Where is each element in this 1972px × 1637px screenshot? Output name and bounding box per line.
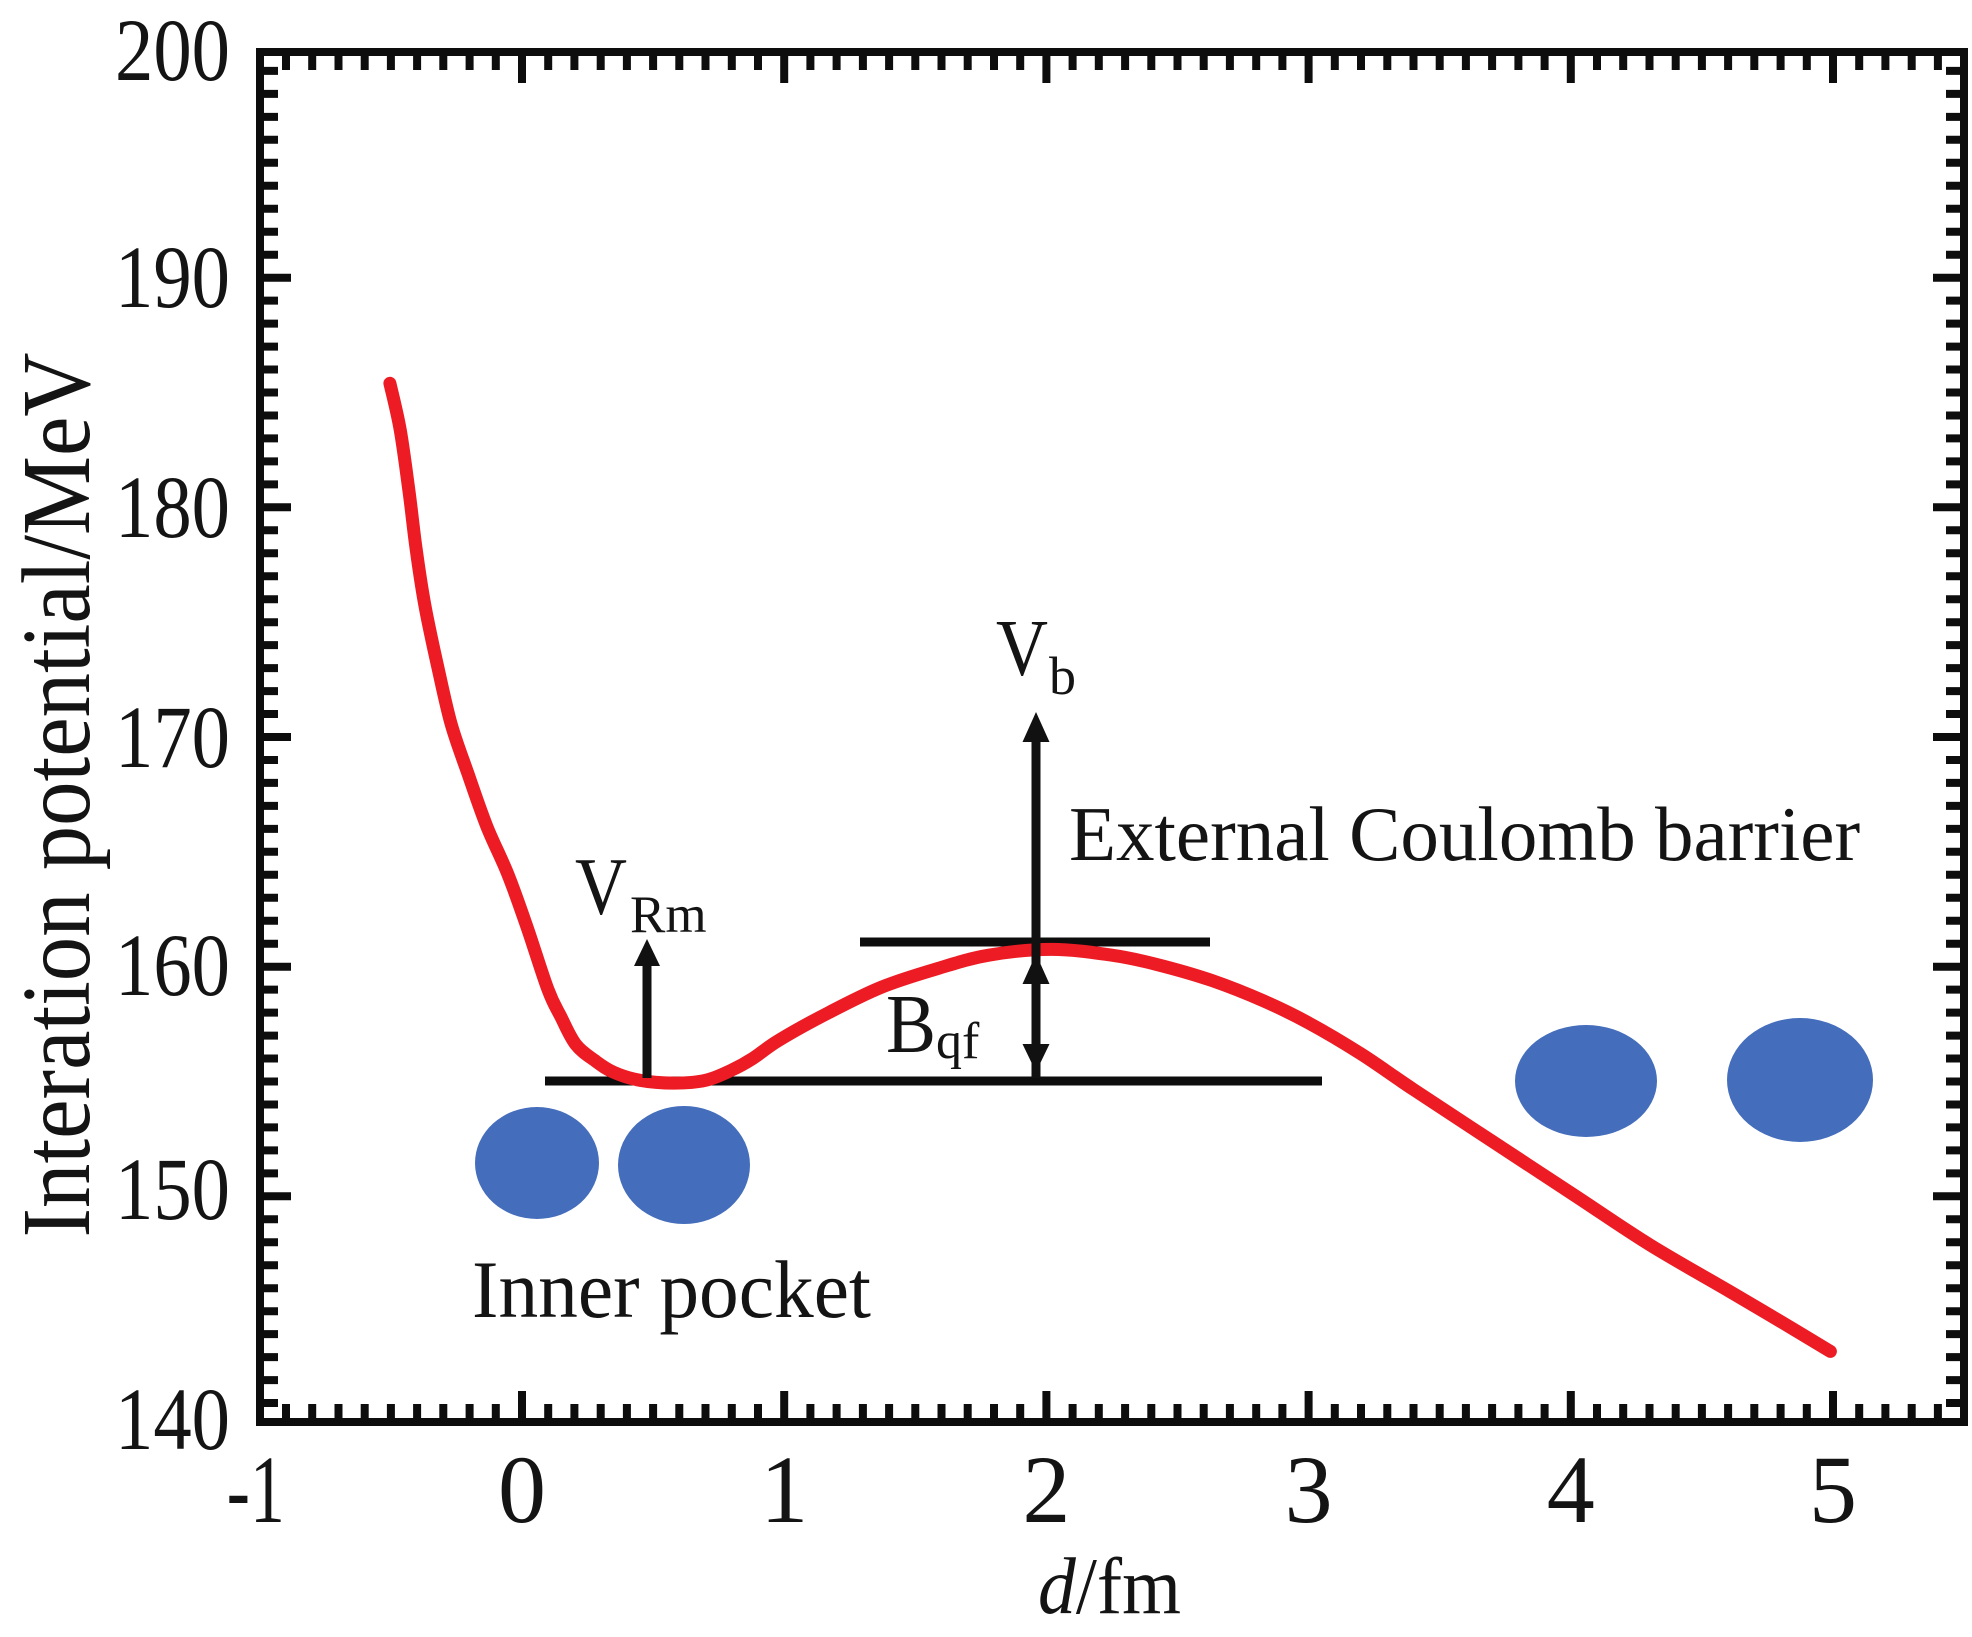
svg-text:200: 200	[115, 2, 230, 100]
svg-text:B: B	[886, 978, 936, 1071]
svg-text:Interation potential/MeV: Interation potential/MeV	[3, 353, 111, 1238]
svg-text:2: 2	[1022, 1436, 1070, 1543]
svg-text:190: 190	[115, 229, 230, 327]
svg-text:170: 170	[115, 689, 230, 787]
svg-text:0: 0	[498, 1436, 546, 1543]
svg-text:5: 5	[1809, 1436, 1857, 1543]
svg-text:V: V	[575, 841, 627, 932]
svg-text:V: V	[996, 605, 1048, 693]
svg-text:1: 1	[760, 1436, 808, 1543]
svg-text:150: 150	[115, 1141, 230, 1239]
svg-text:180: 180	[115, 459, 230, 557]
svg-text:4: 4	[1547, 1436, 1595, 1543]
svg-text:External Coulomb barrier: External Coulomb barrier	[1069, 791, 1860, 877]
svg-text:b: b	[1049, 646, 1076, 706]
svg-text:Inner pocket: Inner pocket	[472, 1244, 871, 1335]
svg-text:Rm: Rm	[630, 886, 707, 944]
svg-text:d/fm: d/fm	[1038, 1543, 1181, 1631]
svg-text:qf: qf	[936, 1013, 980, 1070]
svg-text:3: 3	[1285, 1436, 1333, 1543]
svg-text:140: 140	[115, 1371, 230, 1469]
svg-text:-1: -1	[227, 1436, 285, 1543]
svg-text:160: 160	[115, 917, 230, 1015]
